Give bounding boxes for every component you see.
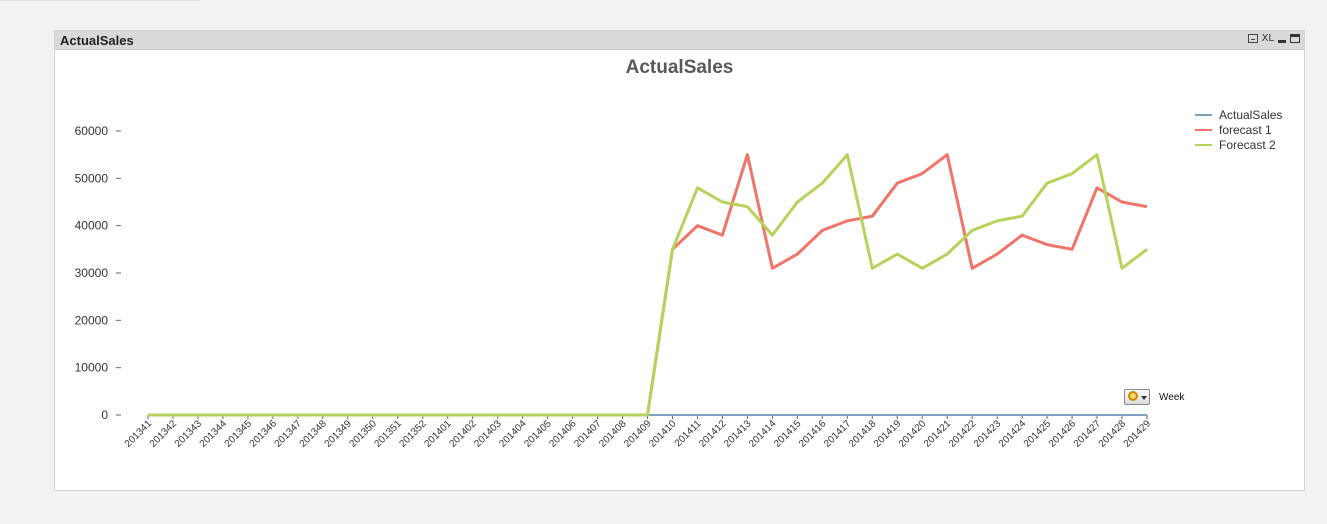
y-tick-label: 10000 [75,361,109,375]
legend-label: forecast 1 [1219,123,1272,137]
dimension-label: Week [1159,392,1185,403]
y-tick-label: 30000 [75,266,109,280]
dimension-cycle-button[interactable] [1124,389,1150,405]
maximize-icon[interactable] [1290,34,1300,43]
top-divider [0,0,200,1]
legend-label: Forecast 2 [1219,138,1276,152]
y-tick-label: 40000 [75,219,109,233]
x-tick-label: 201410 [647,418,679,450]
window-caption-title: ActualSales [60,33,134,48]
y-tick-label: 60000 [75,124,109,138]
chevron-down-icon [1141,396,1147,400]
legend-label: ActualSales [1219,108,1282,122]
minimize-icon[interactable] [1278,40,1286,43]
cycle-group-icon [1128,391,1138,401]
y-tick-label: 20000 [75,313,109,327]
chart-title: ActualSales [625,57,734,78]
xl-icon[interactable]: XL [1261,33,1274,44]
series-line-forecast-1 [148,153,1148,417]
y-tick-label: 50000 [75,171,109,185]
window-caption-bar[interactable]: ActualSales XL [55,31,1304,50]
caption-icons: XL [1247,33,1300,44]
print-icon[interactable] [1247,34,1258,43]
series-line-forecast-2 [148,153,1148,417]
x-tick-label: 201429 [1122,418,1154,450]
y-tick-label: 0 [101,408,108,422]
